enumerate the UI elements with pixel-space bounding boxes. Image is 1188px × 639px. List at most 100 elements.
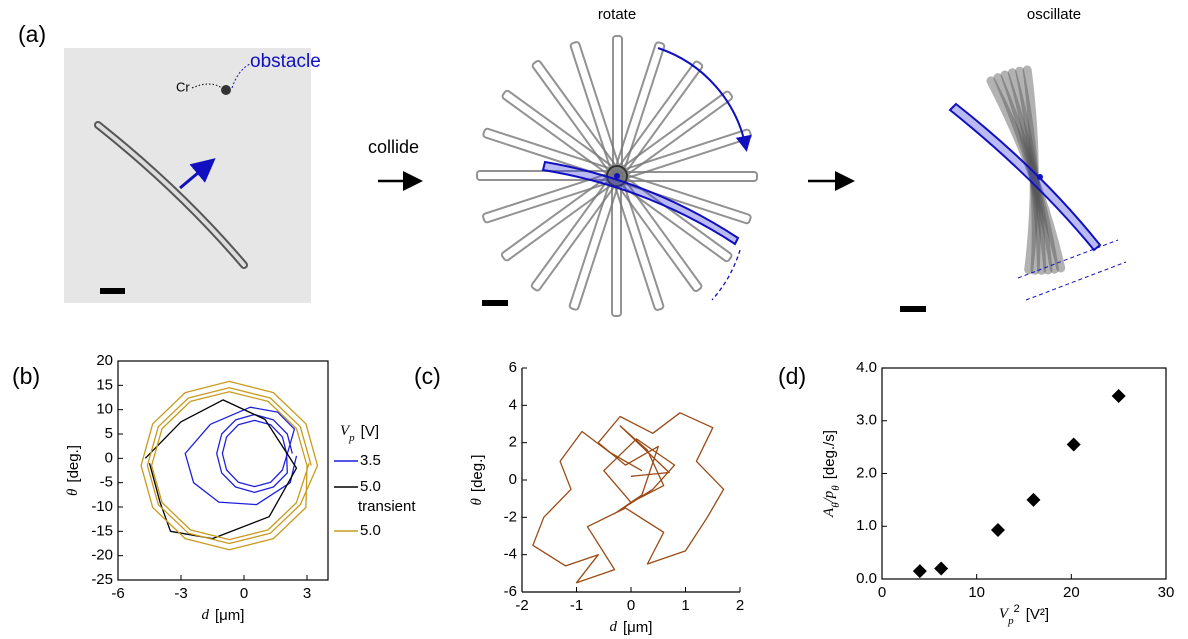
- y-tick-label: 4: [509, 396, 517, 413]
- y-axis-label: Aθ/pθ[deg./s]: [821, 430, 842, 518]
- plot: -6 -3 0 3 20 15 10 5 0 -5 -10 -15 -20 -25 d [μm] θ [deg.]…: [65, 352, 416, 624]
- highlight-rod: [948, 102, 1102, 252]
- y-tick-label: 4.0: [856, 359, 877, 376]
- y-tick-label: 5: [105, 425, 113, 442]
- frame: [881, 367, 1167, 580]
- frame: [117, 360, 329, 581]
- x-tick-label: 2: [736, 597, 744, 614]
- y-tick-label: 0: [509, 471, 517, 488]
- data-point: [990, 522, 1005, 537]
- y-tick-label: -15: [91, 522, 113, 539]
- y-tick-label: 0: [105, 449, 113, 466]
- label-part: p: [821, 490, 837, 499]
- data-point: [1066, 437, 1081, 452]
- x-tick-label: -3: [174, 585, 187, 602]
- y-tick-label: -5: [100, 474, 113, 491]
- trajectory: [144, 399, 298, 540]
- y-axis-label: θ [deg.]: [65, 445, 82, 496]
- rotate-label: rotate: [598, 6, 636, 23]
- data-point: [1026, 492, 1041, 507]
- x-tick-label: 10: [968, 584, 985, 601]
- y-tick-label: -25: [91, 571, 113, 588]
- x-tick-label: 0: [240, 585, 248, 602]
- y-tick-label: 2.0: [856, 464, 877, 481]
- y-tick-label: -10: [91, 498, 113, 515]
- x-axis-label: Vp2 [V²]: [999, 603, 1049, 627]
- label-part: θ: [830, 502, 842, 508]
- obstacle-label: obstacle: [250, 51, 321, 72]
- panel-label: (c): [414, 363, 441, 389]
- oscillate-label: oscillate: [1027, 6, 1081, 23]
- x-tick-label: -2: [515, 597, 528, 614]
- label-part: [V²]: [1026, 606, 1049, 623]
- rotation-stack: [476, 35, 758, 317]
- legend-label: 5.0: [360, 522, 381, 539]
- panel-label: (d): [778, 363, 806, 389]
- label-part: d: [610, 619, 618, 635]
- highlight-rod: [541, 160, 740, 246]
- panel-label: (b): [12, 363, 40, 389]
- dashed-line: [1017, 239, 1119, 279]
- x-tick-label: -1: [570, 597, 583, 614]
- micrograph: [64, 48, 311, 303]
- rod: [993, 73, 1059, 274]
- rod: [1000, 70, 1053, 275]
- x-tick-label: 0: [627, 597, 635, 614]
- scale-bar: [900, 306, 926, 312]
- label-part: A: [821, 507, 837, 518]
- y-axis-label: θ [deg.]: [469, 455, 486, 506]
- y-tick-label: -2: [504, 508, 517, 525]
- x-axis-label: d [μm]: [610, 619, 653, 636]
- legend-label: 5.0: [360, 478, 381, 495]
- trajectory: [140, 380, 319, 551]
- label-part: [deg.]: [65, 445, 82, 483]
- rotation-arrow: [657, 47, 752, 152]
- y-tick-label: 3.0: [856, 412, 877, 429]
- label-part: V: [999, 606, 1010, 622]
- dashed-line: [1025, 261, 1127, 301]
- data-point: [912, 564, 927, 579]
- pivot: [614, 173, 620, 179]
- x-tick-label: 0: [878, 584, 886, 601]
- rod: [986, 76, 1066, 273]
- oscillation-stack: [948, 65, 1102, 275]
- data-point: [934, 561, 949, 576]
- y-tick-label: 2: [509, 434, 517, 451]
- label-part: /: [821, 496, 837, 503]
- label-part: d: [202, 607, 210, 623]
- x-tick-label: -6: [111, 585, 124, 602]
- y-tick-label: 0.0: [856, 570, 877, 587]
- label-part: V: [340, 423, 351, 439]
- x-tick-label: 30: [1158, 584, 1175, 601]
- label-part: p: [1007, 615, 1014, 627]
- x-tick-label: 3: [303, 585, 311, 602]
- label-part: θ: [830, 485, 842, 491]
- y-tick-label: 1.0: [856, 517, 877, 534]
- legend-note: transient: [358, 498, 416, 515]
- y-tick-label: -6: [504, 583, 517, 600]
- rod: [568, 174, 622, 311]
- panel-label: (a): [18, 21, 46, 47]
- label-part: θ: [65, 488, 81, 496]
- label-part: [V]: [361, 423, 379, 440]
- rod: [612, 41, 666, 178]
- pivot: [1037, 174, 1043, 180]
- y-tick-label: 6: [509, 359, 517, 376]
- rod: [1007, 68, 1047, 275]
- y-tick-label: -20: [91, 547, 113, 564]
- label-part: [deg./s]: [821, 430, 838, 479]
- trajectory: [532, 412, 725, 584]
- collide-label: collide: [368, 137, 419, 157]
- legend-label: 3.5: [360, 452, 381, 469]
- plot: -2 -1 0 1 2 6 4 2 0 -2 -4 -6 d [μm] θ [deg.]: [469, 359, 744, 636]
- label-part: θ: [469, 497, 485, 505]
- y-tick-label: 20: [96, 352, 113, 369]
- arc: [711, 249, 741, 301]
- label-part: p: [348, 432, 355, 444]
- y-tick-label: -4: [504, 546, 517, 563]
- label-part: [μm]: [623, 619, 652, 636]
- label-part: 2: [1014, 603, 1020, 615]
- x-tick-label: 20: [1063, 584, 1080, 601]
